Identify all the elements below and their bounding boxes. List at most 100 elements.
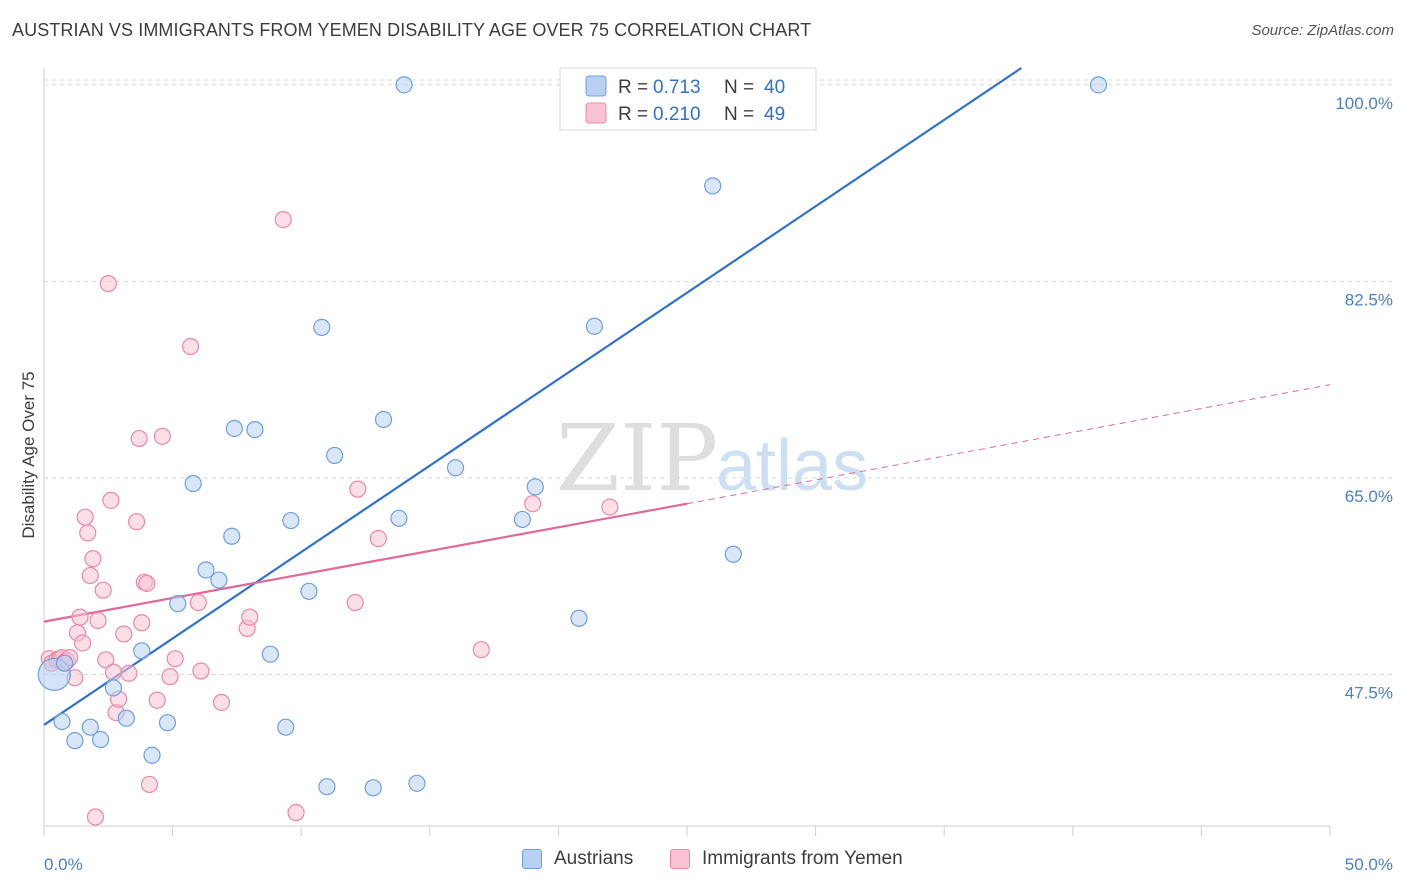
point-austrians [210, 571, 228, 589]
x-tick-label-min: 0.0% [44, 855, 83, 874]
point-yemen [189, 593, 207, 612]
legend-n-value-2: 49 [764, 104, 785, 125]
point-austrians [513, 510, 531, 529]
point-yemen [81, 566, 99, 585]
point-austrians [184, 474, 202, 493]
point-yemen [133, 614, 151, 632]
point-austrians [282, 511, 300, 530]
point-austrians [704, 177, 722, 195]
legend-r-label-2: R = [618, 104, 648, 125]
watermark: ZIP atlas [556, 405, 868, 512]
point-yemen [166, 650, 184, 668]
y-axis-title: Disability Age Over 75 [19, 371, 38, 538]
point-yemen [161, 668, 179, 686]
point-austrians [81, 718, 99, 736]
point-yemen [71, 608, 89, 626]
point-yemen [130, 429, 148, 448]
point-austrians [246, 420, 264, 439]
point-yemen [192, 662, 210, 680]
bottom-legend-swatch-austrians [522, 849, 542, 869]
point-austrians [169, 595, 187, 613]
point-yemen [241, 608, 259, 626]
point-austrians [223, 527, 241, 545]
legend-r-label-1: R = [618, 77, 648, 98]
legend-box: R = 0.713 N = 40 R = 0.210 N = 49 [559, 67, 817, 131]
point-austrians [446, 459, 465, 477]
watermark-zip: ZIP [556, 405, 718, 512]
point-yemen [73, 634, 92, 652]
point-yemen [76, 508, 94, 526]
legend-r-value-2: 0.210 [653, 104, 701, 125]
point-yemen [120, 664, 138, 682]
point-austrians [390, 509, 408, 527]
point-austrians [300, 582, 318, 600]
bottom-legend-swatch-yemen [670, 849, 690, 869]
legend-n-label-1: N = [724, 77, 754, 98]
point-austrians [117, 709, 135, 727]
point-yemen [140, 775, 159, 794]
trendline-austrians [43, 67, 1022, 726]
point-austrians [66, 732, 84, 750]
point-austrians [53, 712, 71, 731]
legend-swatch-yemen [585, 102, 607, 124]
point-austrians [408, 774, 426, 792]
point-austrians [91, 730, 110, 749]
point-yemen [601, 498, 619, 516]
point-yemen [104, 663, 123, 681]
legend-n-value-1: 40 [764, 77, 785, 98]
point-yemen [86, 808, 105, 826]
point-yemen [346, 593, 364, 612]
point-yemen [349, 480, 367, 498]
point-austrians [133, 642, 151, 660]
point-austrians [570, 609, 588, 627]
point-yemen [212, 693, 231, 712]
point-austrians [326, 446, 344, 465]
trendline-yemen-extension [686, 384, 1331, 505]
point-austrians [526, 478, 544, 496]
legend-n-label-2: N = [724, 104, 754, 125]
point-austrians [261, 645, 279, 663]
point-austrians [104, 679, 123, 697]
x-tick-label-max: 50.0% [1345, 855, 1393, 874]
point-austrians [1089, 76, 1108, 94]
point-austrians [724, 545, 742, 563]
point-austrians [197, 561, 215, 579]
point-yemen [127, 513, 146, 531]
chart-source: Source: ZipAtlas.com [1251, 22, 1394, 39]
point-austrians [585, 317, 604, 335]
y-tick-label: 65.0% [1345, 487, 1393, 506]
point-yemen [89, 611, 107, 630]
point-austrians [55, 654, 74, 672]
point-yemen [153, 427, 171, 445]
point-yemen [84, 550, 102, 568]
axes-layer [43, 68, 1331, 836]
bottom-legend-yemen: Immigrants from Yemen [670, 848, 903, 870]
point-austrians [318, 778, 336, 796]
point-yemen [182, 337, 200, 356]
bottom-legend: Austrians Immigrants from Yemen [0, 848, 1406, 880]
point-austrians [158, 714, 177, 732]
bottom-legend-austrians: Austrians [522, 848, 633, 870]
point-yemen [138, 574, 156, 593]
point-austrians [313, 318, 331, 337]
point-yemen [94, 581, 112, 599]
point-austrians [374, 410, 393, 429]
trend-layer [43, 67, 1331, 726]
point-yemen [115, 625, 133, 643]
chart-title: AUSTRIAN VS IMMIGRANTS FROM YEMEN DISABI… [12, 20, 812, 40]
ticklabel-layer: 47.5% 65.0% 82.5% 100.0% 0.0% 50.0% [44, 94, 1393, 874]
point-yemen [524, 495, 542, 513]
point-yemen [472, 641, 490, 659]
point-yemen [287, 803, 305, 822]
point-yemen [97, 651, 115, 669]
point-austrians [277, 718, 295, 736]
legend-swatch-austrians [585, 75, 607, 97]
y-tick-label: 100.0% [1335, 94, 1393, 113]
point-austrians [225, 419, 243, 438]
point-austrians [143, 746, 161, 764]
point-austrians [364, 779, 382, 797]
trendline-yemen [43, 502, 688, 623]
point-austrians [395, 76, 413, 94]
point-yemen [148, 691, 166, 709]
